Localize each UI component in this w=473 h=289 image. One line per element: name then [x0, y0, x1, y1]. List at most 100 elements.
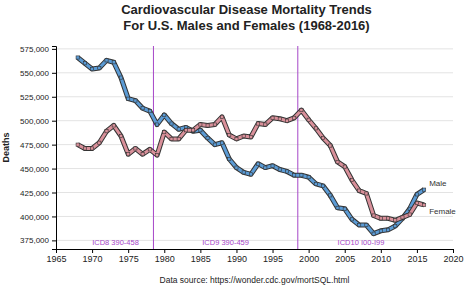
x-tick: 1990	[227, 249, 247, 264]
y-tick-mark	[52, 121, 56, 122]
marker	[394, 219, 397, 222]
marker	[293, 174, 296, 177]
marker	[278, 117, 281, 120]
marker	[184, 129, 187, 132]
y-tick-mark	[52, 97, 56, 98]
marker	[264, 166, 267, 169]
grid-line	[56, 72, 453, 73]
x-tick-label: 2010	[371, 254, 391, 264]
x-tick: 2020	[443, 249, 463, 264]
x-tick: 1985	[191, 249, 211, 264]
marker	[119, 76, 122, 79]
x-tick-label: 2000	[299, 254, 319, 264]
y-tick: 375,000	[20, 236, 56, 245]
marker	[423, 203, 426, 206]
grid-line	[56, 216, 453, 217]
marker	[271, 164, 274, 167]
subtitle: For U.S. Males and Females (1968-2016)	[123, 18, 369, 33]
marker	[329, 194, 332, 197]
y-tick: 400,000	[20, 213, 56, 222]
period-label: ICD9 390-459	[202, 238, 249, 247]
grid-line	[56, 96, 453, 97]
marker	[365, 192, 368, 195]
x-tick-label: 2020	[443, 254, 463, 264]
marker	[220, 141, 223, 144]
marker	[415, 193, 418, 196]
y-tick: 500,000	[20, 117, 56, 126]
marker	[127, 97, 130, 100]
marker	[379, 217, 382, 220]
x-tick-mark	[453, 249, 454, 253]
marker	[257, 162, 260, 165]
marker	[213, 123, 216, 126]
marker	[76, 56, 79, 59]
marker	[148, 110, 151, 113]
marker	[358, 223, 361, 226]
marker	[177, 128, 180, 131]
y-tick: 575,000	[20, 45, 56, 54]
period-boundary	[297, 46, 298, 249]
marker	[242, 171, 245, 174]
x-tick-mark	[92, 249, 93, 253]
period-boundary	[153, 46, 154, 249]
marker	[408, 213, 411, 216]
marker	[155, 154, 158, 157]
marker	[350, 218, 353, 221]
x-tick-mark	[309, 249, 310, 253]
y-tick: 525,000	[20, 93, 56, 102]
marker	[278, 168, 281, 171]
marker	[76, 143, 79, 146]
grid-line	[56, 120, 453, 121]
x-tick-mark	[128, 249, 129, 253]
x-axis-line	[57, 250, 454, 254]
y-axis-title: Deaths	[1, 132, 11, 162]
x-tick-label: 2015	[407, 254, 427, 264]
marker	[228, 157, 231, 160]
marker	[105, 130, 108, 133]
x-tick: 2015	[407, 249, 427, 264]
x-tick: 2010	[371, 249, 391, 264]
y-tick: 475,000	[20, 141, 56, 150]
y-tick: 450,000	[20, 165, 56, 174]
marker	[423, 188, 426, 191]
plot: 1965197019751980198519901995200020052010…	[20, 45, 463, 264]
marker	[98, 141, 101, 144]
marker	[199, 123, 202, 126]
series-outline	[78, 110, 424, 220]
marker	[372, 214, 375, 217]
y-tick: 550,000	[20, 69, 56, 78]
series-label: Male	[429, 179, 447, 188]
x-tick-label: 1975	[119, 254, 139, 264]
marker	[90, 147, 93, 150]
marker	[134, 147, 137, 150]
marker	[105, 59, 108, 62]
series-label: Female	[429, 207, 456, 216]
y-tick-label: 425,000	[20, 189, 49, 198]
marker	[285, 170, 288, 173]
series-outline	[78, 57, 424, 233]
y-tick-label: 375,000	[20, 236, 49, 245]
title: Cardiovascular Disease Mortality Trends	[121, 2, 372, 17]
marker	[314, 127, 317, 130]
y-axis-line	[52, 47, 57, 250]
x-tick-label: 1965	[46, 254, 66, 264]
marker	[379, 229, 382, 232]
marker	[220, 115, 223, 118]
series-line	[78, 110, 424, 220]
y-tick-label: 450,000	[20, 165, 49, 174]
x-tick-label: 2005	[335, 254, 355, 264]
y-tick-label: 525,000	[20, 93, 49, 102]
marker	[321, 136, 324, 139]
y-tick-mark	[52, 169, 56, 170]
x-tick: 1970	[83, 249, 103, 264]
x-tick-mark	[236, 249, 237, 253]
grid-line	[56, 192, 453, 193]
marker	[170, 137, 173, 140]
marker	[235, 166, 238, 169]
marker	[329, 144, 332, 147]
marker	[307, 176, 310, 179]
marker	[83, 147, 86, 150]
marker	[415, 201, 418, 204]
marker	[228, 133, 231, 136]
x-tick: 1980	[155, 249, 175, 264]
